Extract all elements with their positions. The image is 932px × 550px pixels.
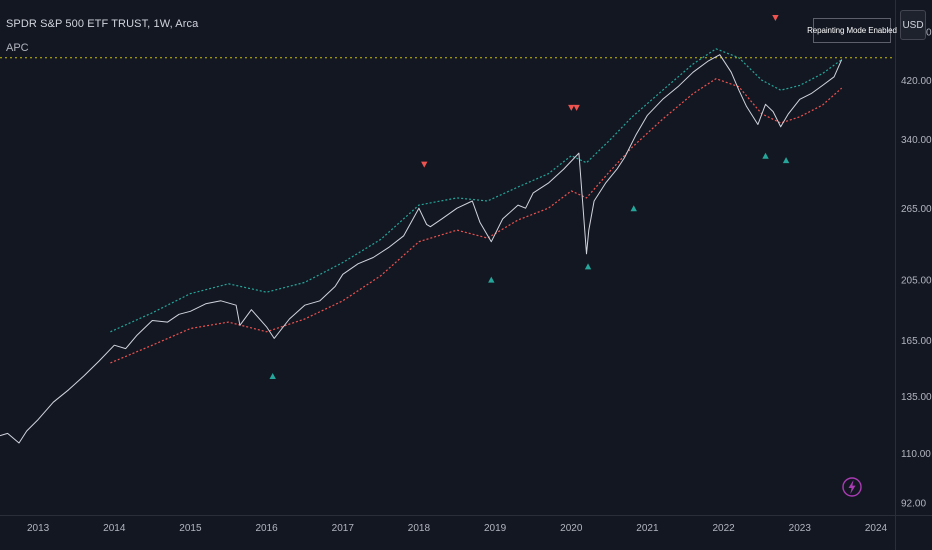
- upper-band-line: [110, 48, 843, 333]
- price-tick-label: 340.00: [901, 135, 932, 146]
- currency-button[interactable]: USD: [900, 10, 926, 40]
- sell-signal-marker: [573, 104, 580, 111]
- time-tick-label: 2013: [27, 523, 50, 534]
- indicator-label[interactable]: APC: [6, 42, 29, 54]
- repainting-mode-badge: Repainting Mode Enabled: [807, 18, 897, 43]
- time-tick-label: 2019: [484, 523, 507, 534]
- sell-signals: [421, 14, 779, 168]
- sell-signal-marker: [568, 104, 575, 111]
- lower-band-line: [110, 78, 843, 364]
- buy-signal-marker: [782, 157, 790, 164]
- buy-signal-marker: [584, 263, 592, 270]
- price-tick-label: 135.00: [901, 392, 932, 403]
- price-tick-label: 110.00: [901, 449, 931, 460]
- price-tick-label: 205.00: [901, 276, 932, 287]
- price-tick-label: 92.00: [901, 499, 926, 510]
- lightning-bolt-icon[interactable]: [842, 476, 862, 498]
- buy-signal-marker: [762, 152, 769, 159]
- price-tick-label: 265.00: [901, 204, 932, 215]
- time-tick-label: 2023: [789, 523, 812, 534]
- time-tick-label: 2021: [636, 523, 659, 534]
- time-tick-label: 2017: [332, 523, 355, 534]
- time-tick-label: 2020: [560, 523, 583, 534]
- price-axis[interactable]: 500.00420.00340.00265.00205.00165.00135.…: [901, 28, 932, 510]
- sell-signal-marker: [772, 14, 779, 21]
- time-tick-label: 2024: [865, 523, 888, 534]
- price-tick-label: 420.00: [901, 76, 932, 87]
- sell-signal-marker: [421, 161, 428, 168]
- time-tick-label: 2014: [103, 523, 126, 534]
- buy-signals: [269, 152, 790, 380]
- price-tick-label: 165.00: [901, 336, 932, 347]
- time-axis[interactable]: 2013 2014 2015 2016 2017 2018 2019 2020 2021 2022…: [27, 523, 888, 534]
- time-tick-label: 2022: [712, 523, 735, 534]
- buy-signal-marker: [630, 205, 637, 212]
- buy-signal-marker: [488, 276, 495, 283]
- time-tick-label: 2015: [179, 523, 202, 534]
- time-tick-label: 2018: [408, 523, 431, 534]
- price-series-line: [0, 54, 843, 444]
- time-tick-label: 2016: [255, 523, 278, 534]
- buy-signal-marker: [269, 373, 276, 380]
- symbol-title[interactable]: SPDR S&P 500 ETF TRUST, 1W, Arca: [6, 18, 199, 30]
